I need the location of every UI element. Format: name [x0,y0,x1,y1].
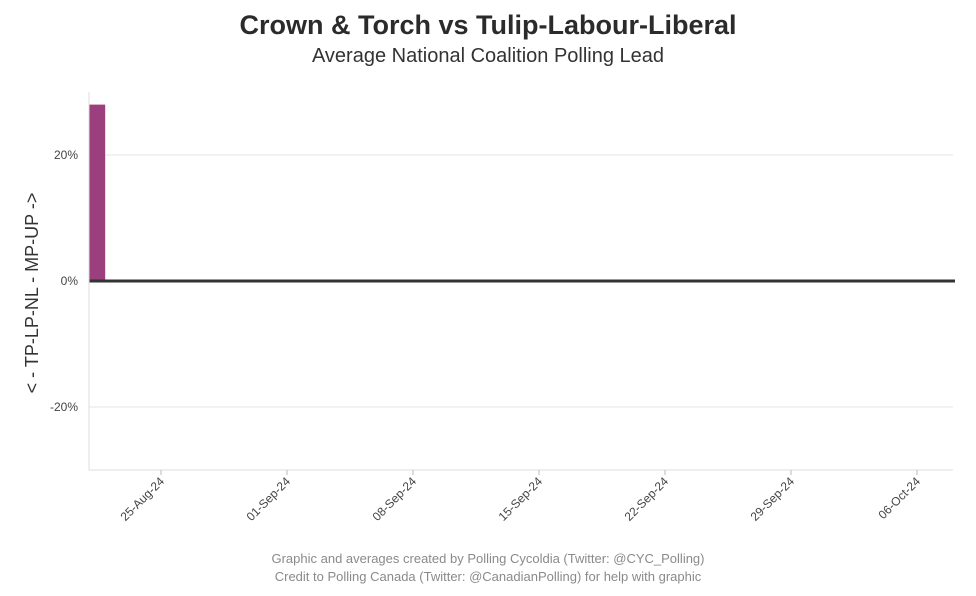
lead-bar [89,104,106,281]
polling-lead-chart: 20% 0% -20% 25-Aug-24 01-Sep-24 08-Sep-24 15-… [22,92,955,524]
y-axis-label: < - TP-LP-NL - MP-UP -> [22,193,42,394]
x-tick-label: 01-Sep-24 [244,474,294,524]
x-tick-label: 15-Sep-24 [496,474,546,524]
y-tick-labels: 20% 0% -20% [50,148,78,414]
x-tick-label: 06-Oct-24 [875,474,923,522]
footer-credit-line-2: Credit to Polling Canada (Twitter: @Cana… [274,569,702,584]
x-tick-label: 29-Sep-24 [748,474,798,524]
chart-title: Crown & Torch vs Tulip-Labour-Liberal [239,10,737,40]
y-tick-label: -20% [50,400,78,414]
footer-credit-line-1: Graphic and averages created by Polling … [271,551,705,566]
x-tick-label: 22-Sep-24 [622,474,672,524]
x-tick-labels: 25-Aug-24 01-Sep-24 08-Sep-24 15-Sep-24 22-S… [118,470,923,524]
gridlines [89,154,953,408]
bars [89,104,106,281]
y-tick-label: 0% [61,274,79,288]
x-tick-label: 25-Aug-24 [118,474,168,524]
x-tick-label: 08-Sep-24 [370,474,420,524]
chart-subtitle: Average National Coalition Polling Lead [311,45,665,67]
y-tick-label: 20% [54,148,78,162]
